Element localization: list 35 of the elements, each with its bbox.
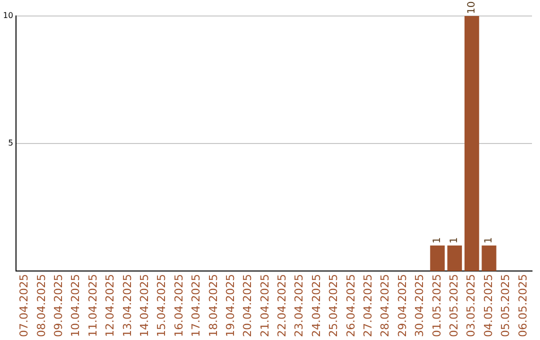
x-tick-label: 21.04.2025 [258, 274, 272, 338]
x-tick-label: 12.04.2025 [104, 274, 117, 338]
x-tick-label: 19.04.2025 [224, 274, 237, 338]
x-tick-label: 06.05.2025 [516, 274, 530, 338]
x-tick-label: 22.04.2025 [276, 274, 289, 338]
data-label: 1 [449, 237, 460, 244]
x-tick-label: 13.04.2025 [120, 274, 134, 338]
x-tick-label: 27.04.2025 [362, 274, 375, 338]
x-tick-label: 30.04.2025 [413, 274, 426, 338]
x-tick-label: 03.05.2025 [464, 274, 478, 338]
x-tick-label: 09.04.2025 [52, 274, 66, 338]
data-label: 1 [484, 237, 495, 244]
x-tick-label: 02.05.2025 [447, 274, 460, 338]
x-tick-label: 20.04.2025 [241, 274, 254, 338]
x-tick-label: 28.04.2025 [378, 274, 392, 338]
x-tick-label: 05.05.2025 [499, 274, 512, 338]
x-tick-label: 04.05.2025 [482, 274, 495, 338]
data-label: 10 [466, 1, 478, 14]
x-tick-label: 10.04.2025 [69, 274, 82, 338]
x-tick-label: 07.04.2025 [18, 274, 31, 338]
x-tick-label: 24.04.2025 [310, 274, 323, 338]
x-tick-label: 23.04.2025 [292, 274, 306, 338]
x-tick-label: 08.04.2025 [34, 274, 48, 338]
x-tick-label: 14.04.2025 [138, 274, 151, 338]
x-tick-label: 25.04.2025 [327, 274, 340, 338]
x-tick-label: 29.04.2025 [396, 274, 409, 338]
x-tick-label: 11.04.2025 [86, 274, 100, 338]
x-tick-label: 18.04.2025 [206, 274, 220, 338]
data-label: 1 [432, 237, 444, 244]
y-tick-label: 5 [8, 138, 14, 148]
x-tick-label: 17.04.2025 [190, 274, 203, 338]
x-tick-label: 26.04.2025 [344, 274, 358, 338]
x-tick-label: 01.05.2025 [430, 274, 444, 338]
x-tick-label: 16.04.2025 [172, 274, 186, 338]
x-tick-label: 15.04.2025 [155, 274, 168, 338]
